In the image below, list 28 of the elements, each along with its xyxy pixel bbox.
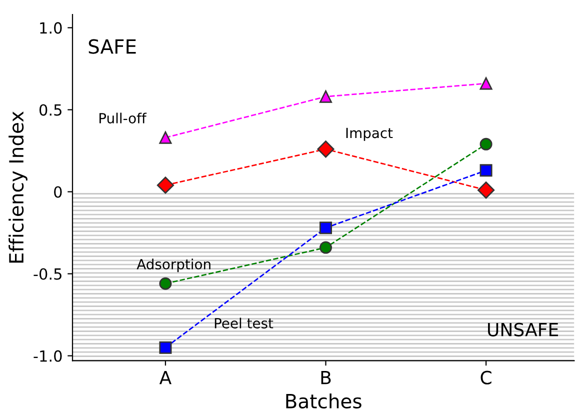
point: [480, 138, 492, 150]
point: [477, 182, 495, 199]
series-label: Adsorption: [136, 258, 210, 272]
y-axis-title: Efficiency Index: [8, 111, 28, 263]
point: [480, 164, 492, 177]
series-label: Impact: [346, 128, 393, 141]
series-label: Pull-off: [100, 112, 147, 124]
y-tick-label: -1.0: [34, 350, 62, 362]
y-tick-label: 0: [54, 186, 62, 198]
x-tick-label: A: [159, 370, 172, 384]
point: [480, 77, 492, 90]
point: [320, 222, 332, 234]
y-tick-label: 1.0: [40, 22, 62, 34]
annotation: SAFE: [88, 39, 136, 54]
x-axis-title: Batches: [286, 393, 362, 409]
point: [159, 277, 172, 290]
point: [320, 90, 332, 103]
point: [317, 140, 334, 158]
x-tick-label: C: [480, 370, 492, 384]
point: [320, 241, 332, 254]
x-tick-label: B: [321, 370, 331, 384]
series-label: Peel test: [214, 318, 274, 328]
point: [156, 176, 174, 194]
band-label: UNSAFE: [488, 322, 558, 336]
y-tick-label: 0.5: [39, 104, 62, 116]
y-tick-label: -0.5: [34, 268, 62, 280]
point: [159, 131, 172, 144]
point: [159, 341, 172, 354]
